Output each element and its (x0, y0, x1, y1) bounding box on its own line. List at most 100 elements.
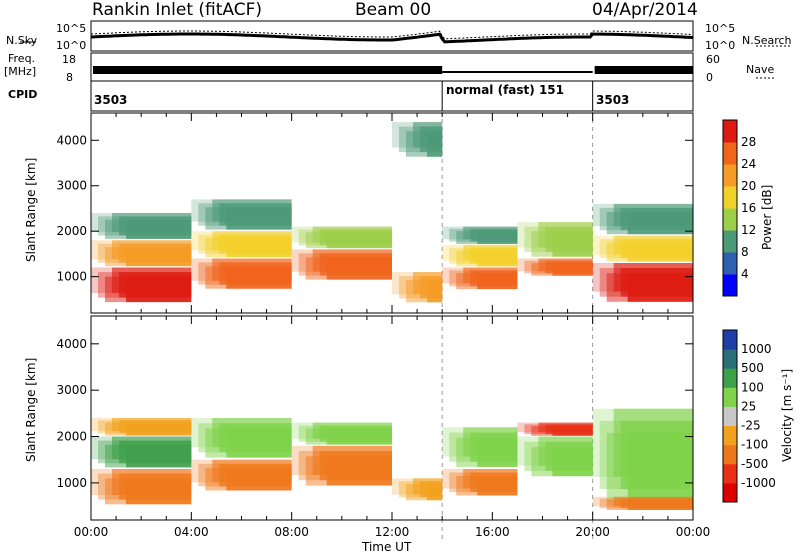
nave-label: Nave (746, 63, 775, 76)
power-echo-band (477, 250, 518, 267)
velocity-colorbar-segment (723, 463, 737, 484)
nsearch-label: N.Search (742, 34, 792, 47)
velocity-y-tick-label: 1000 (56, 476, 87, 490)
power-echo-band (126, 276, 192, 303)
x-tick-label: 16:00 (475, 525, 510, 539)
power-echo-band (427, 280, 443, 303)
power-echo-band (126, 247, 192, 267)
velocity-colorbar-tick: -25 (741, 419, 761, 433)
velocity-echo-band (126, 478, 192, 505)
velocity-colorbar-tick: -1000 (741, 476, 776, 490)
freq-label-1: Freq. (8, 52, 36, 65)
nsearch-tick-top-right: 10^5 (705, 22, 736, 35)
power-echo-band (126, 219, 192, 239)
power-y-tick-label: 4000 (56, 133, 87, 147)
velocity-echo-band (326, 456, 392, 486)
velocity-echo-band (477, 476, 518, 496)
power-echo-band (226, 266, 292, 289)
power-echo-band (226, 207, 292, 230)
x-tick-label: 00:00 (676, 525, 711, 539)
freq-tick-bottom: 8 (66, 71, 73, 84)
power-y-tick-label: 2000 (56, 224, 87, 238)
velocity-echo-band (126, 422, 192, 436)
velocity-echo-band (226, 467, 292, 491)
power-echo-band (226, 238, 292, 258)
velocity-echo-band (627, 433, 693, 502)
x-axis-title: Time UT (362, 540, 412, 554)
power-echo-band (627, 211, 693, 235)
velocity-colorbar-tick: 1000 (741, 342, 772, 356)
velocity-colorbar-segment (723, 368, 737, 388)
station-title: Rankin Inlet (fitACF) (92, 0, 263, 20)
power-colorbar-segment (723, 274, 737, 297)
cpid-strip-frame (90, 80, 694, 112)
power-echo-band (326, 232, 392, 249)
velocity-echo-band (326, 428, 392, 445)
velocity-colorbar-tick: -500 (741, 457, 768, 471)
beam-label: Beam 00 (355, 0, 432, 20)
velocity-colorbar-frame (722, 329, 738, 503)
cpid-label: CPID (8, 88, 38, 101)
velocity-colorbar-segment (723, 387, 737, 407)
power-colorbar-tick: 16 (741, 201, 756, 215)
velocity-y-tick-label: 2000 (56, 430, 87, 444)
nsky-line (90, 32, 694, 44)
power-colorbar-segment (723, 142, 737, 165)
velocity-colorbar-tick: 500 (741, 361, 764, 375)
nsky-tick-top-left: 10^5 (56, 22, 87, 35)
velocity-colorbar-segment (723, 330, 737, 350)
x-tick-label: 20:00 (575, 525, 610, 539)
freq-label-2: [MHz] (4, 65, 37, 78)
velocity-colorbar-segment (723, 482, 737, 503)
velocity-y-tick-label: 4000 (56, 337, 87, 351)
velocity-echo-band (477, 437, 518, 467)
velocity-y-tick-label: 3000 (56, 383, 87, 397)
power-colorbar-tick: 24 (741, 157, 756, 171)
velocity-colorbar-segment (723, 349, 737, 369)
velocity-colorbar-segment (723, 406, 737, 426)
power-colorbar-frame (722, 119, 738, 297)
freq-band-2 (594, 66, 693, 74)
velocity-echo-band (126, 444, 192, 468)
power-echo-band (427, 131, 443, 157)
power-echo-band (552, 263, 593, 276)
power-colorbar-tick: 4 (741, 267, 749, 281)
velocity-echo-band (552, 426, 593, 436)
nsky-label: N.Sky (6, 34, 38, 47)
power-echo-band (552, 231, 593, 257)
x-tick-label: 08:00 (274, 525, 309, 539)
power-echo-band (326, 257, 392, 280)
power-y-tick-label: 3000 (56, 179, 87, 193)
power-colorbar-segment (723, 164, 737, 187)
power-echo-band (627, 273, 693, 302)
x-tick-label: 04:00 (174, 525, 209, 539)
date-label: 04/Apr/2014 (592, 0, 698, 20)
nave-tick-bottom: 0 (706, 71, 713, 84)
nsearch-line (90, 30, 694, 40)
nsky-tick-bottom-left: 10^0 (56, 39, 87, 52)
x-tick-label: 00:00 (74, 525, 109, 539)
cpid-segment-3: 3503 (596, 93, 630, 107)
velocity-colorbar-segment (723, 444, 737, 465)
power-echo-band (477, 273, 518, 290)
x-tick-label: 12:00 (375, 525, 410, 539)
power-colorbar-segment (723, 230, 737, 253)
freq-band-1 (93, 66, 443, 74)
velocity-echo-band (226, 428, 292, 458)
cpid-segment-2: normal (fast) 151 (446, 83, 564, 97)
power-colorbar-segment (723, 120, 737, 143)
velocity-colorbar-tick: 25 (741, 399, 756, 413)
power-y-tick-label: 1000 (56, 270, 87, 284)
cpid-segment-1: 3503 (94, 93, 128, 107)
velocity-echo-band (552, 447, 593, 477)
freq-tick-top: 18 (62, 53, 76, 66)
power-colorbar-tick: 28 (741, 135, 756, 149)
velocity-colorbar-tick: 100 (741, 380, 764, 394)
velocity-colorbar-tick: -100 (741, 438, 768, 452)
power-colorbar-tick: 12 (741, 223, 756, 237)
velocity-echo-band (627, 500, 693, 510)
power-colorbar-tick: 8 (741, 245, 749, 259)
power-colorbar-segment (723, 208, 737, 231)
nsearch-tick-bottom-right: 10^0 (705, 39, 736, 52)
